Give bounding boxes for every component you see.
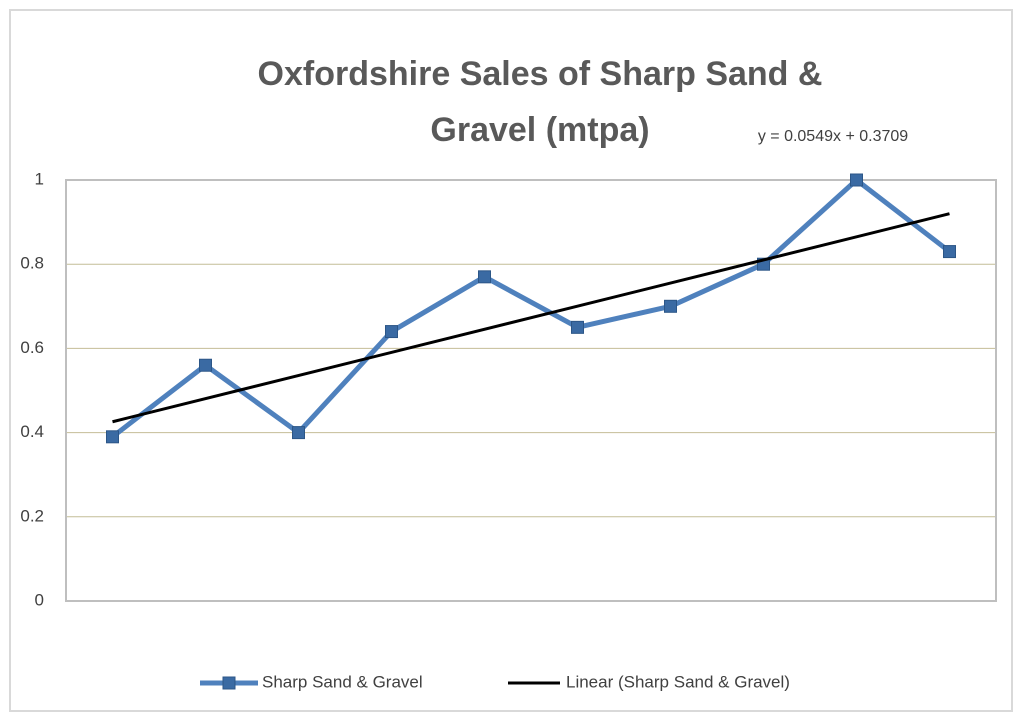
data-point (571, 320, 584, 334)
data-point (106, 430, 119, 444)
legend-label: Linear (Sharp Sand & Gravel) (566, 672, 790, 691)
data-point (385, 325, 398, 339)
y-tick-label: 1 (35, 169, 44, 188)
series-line (110, 177, 952, 439)
data-point (199, 358, 212, 372)
plot-border (65, 179, 997, 602)
y-tick-label: 0.2 (20, 506, 44, 525)
data-point (478, 270, 491, 284)
legend-marker (222, 676, 236, 690)
y-tick-label: 0.8 (20, 254, 44, 273)
chart-title: Oxfordshire Sales of Sharp Sand & Gravel… (257, 55, 823, 149)
chart-area (9, 9, 1013, 712)
y-tick-label: 0.6 (20, 338, 44, 357)
trendline-equation: y = 0.0549x + 0.3709 (758, 128, 908, 145)
data-point (850, 173, 863, 187)
data-point (292, 426, 305, 440)
data-point (664, 299, 677, 313)
legend-label: Sharp Sand & Gravel (262, 672, 423, 691)
trendline (112, 212, 950, 424)
y-tick-label: 0.4 (20, 422, 44, 441)
y-tick-label: 0 (35, 590, 44, 609)
data-point (943, 245, 956, 259)
